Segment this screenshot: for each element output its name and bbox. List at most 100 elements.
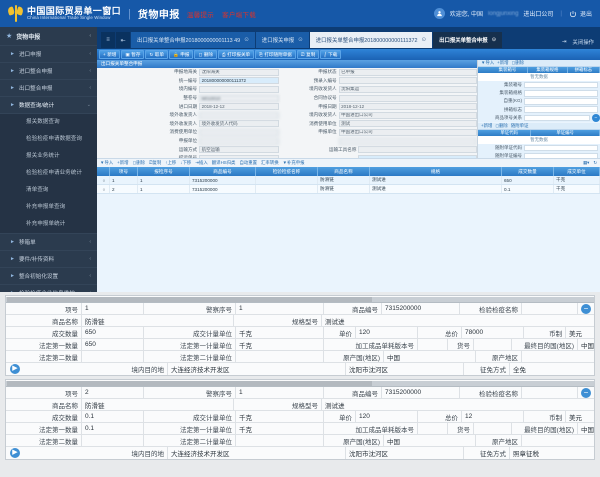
value-goods-no[interactable] — [474, 423, 512, 434]
tab-nav-next-icon[interactable]: ⇥ — [561, 39, 567, 45]
goods-hs-translate-button[interactable]: 翻译HS归类 — [211, 160, 236, 165]
value-duty-mode[interactable]: 照章征税 — [513, 451, 539, 458]
value-spec[interactable]: 测试进 — [325, 402, 345, 410]
value-goods-no[interactable] — [474, 339, 512, 350]
field-value-blank-b[interactable] — [358, 154, 477, 158]
sidebar-subitem-customs-stats[interactable]: 报关业务统计 — [26, 153, 60, 159]
value-hs-code[interactable]: 7315200000 — [382, 303, 460, 314]
goods-import-button[interactable]: ▼导入 — [100, 160, 114, 165]
sidebar-item-import-integrated[interactable]: ► 进口整合申报 ‹ — [0, 62, 97, 79]
field-value-file-no[interactable]: M010010 — [199, 94, 280, 102]
close-icon[interactable]: ⊙ — [421, 37, 427, 43]
sidebar-title[interactable]: ★ 货物申报 ‹ — [0, 27, 97, 45]
sidebar-item-attachments[interactable]: ► 要件/补传资料 ‹ — [0, 250, 97, 267]
detail-collapse-button[interactable]: − — [581, 388, 591, 398]
sidebar-item-transfer-list[interactable]: ► 移箱单 ‹ — [0, 233, 97, 250]
value-unit-price[interactable]: 120 — [356, 411, 418, 422]
row-radio[interactable]: ○ — [97, 185, 110, 193]
value-qty-unit[interactable]: 千克 — [236, 411, 324, 422]
value-legal-unit2[interactable] — [236, 435, 324, 446]
close-icon[interactable]: ⊙ — [244, 37, 249, 43]
container-add-button[interactable]: +新增 — [497, 60, 509, 65]
value-legal-qty1[interactable]: 650 — [82, 339, 144, 350]
toolbar-delete-button[interactable]: ◻ 删除 — [194, 50, 217, 59]
field-value-lcl-flag[interactable] — [524, 106, 598, 113]
value-qty-unit[interactable]: 千克 — [236, 327, 324, 338]
field-value-foreign-consignor[interactable] — [199, 111, 280, 119]
field-value-tare-weight[interactable] — [524, 98, 598, 105]
value-item-no[interactable]: 2 — [82, 387, 144, 398]
field-value-consumer-unit[interactable]: 测试 — [338, 120, 477, 128]
tab-export-integrated-active[interactable]: 出口报关单整合申报 ⊙ — [433, 32, 503, 48]
value-qty[interactable]: 650 — [82, 327, 144, 338]
value-final-dest[interactable]: 中国 — [581, 426, 594, 434]
field-value-declare-status[interactable]: 已申报 — [338, 68, 477, 76]
toolbar-fetch-button[interactable]: ↻ 取单 — [145, 50, 168, 59]
field-value-unified-no[interactable]: 201800000000111372 — [199, 77, 280, 85]
goods-moveup-button[interactable]: ↑上移 — [165, 160, 177, 165]
sidebar-item-enterprise-info[interactable]: ► 检验检疫企业信息维护 ‹ — [0, 284, 97, 292]
field-value-prerecord-no[interactable] — [338, 77, 477, 85]
logout-button[interactable]: 退出 — [569, 9, 592, 18]
toolbar-new-button[interactable]: + 新增 — [99, 50, 121, 59]
field-value-domestic-consignor[interactable]: 沈阳集运 — [338, 85, 477, 93]
sidebar-item-import-declaration[interactable]: ► 进口申报 ‹ — [0, 45, 97, 62]
attachment-add-button[interactable]: +新增 — [481, 122, 493, 128]
toolbar-print-declaration-button[interactable]: ⎙ 打印报关单 — [217, 50, 255, 59]
value-origin-country[interactable]: 中国 — [384, 435, 476, 446]
table-row[interactable]: ○ 1 1 7315200000 防滑链 测试进 650 千克 — [97, 176, 600, 185]
value-total-price[interactable]: 12 — [462, 411, 524, 422]
goods-auto-reset-button[interactable]: 自动重置 — [239, 160, 258, 165]
attachment-delete-button[interactable]: ◻删除 — [495, 122, 508, 128]
field-value-declare-unit2[interactable]: 中国进出口公司 — [338, 128, 477, 136]
tab-import-declaration[interactable]: 进口报关申报 ⊙ — [255, 32, 309, 48]
close-icon[interactable]: ⊙ — [298, 37, 303, 43]
value-final-dest[interactable]: 中国 — [581, 342, 594, 350]
close-icon[interactable]: ⊙ — [491, 37, 497, 43]
value-consumption-ver[interactable] — [418, 339, 448, 350]
value-origin-region[interactable] — [522, 435, 594, 446]
value-legal-qty2[interactable] — [82, 351, 144, 362]
value-legal-qty1[interactable]: 0.1 — [82, 423, 144, 434]
goods-insert-button[interactable]: ⇥插入 — [195, 160, 208, 165]
detail-collapse-button[interactable]: − — [581, 304, 591, 314]
field-value-transport-name[interactable] — [358, 146, 477, 154]
value-inspect-name[interactable] — [522, 387, 578, 398]
toolbar-download-button[interactable]: ⎛ 下载 — [320, 50, 342, 59]
sidebar-subitem-inspection-data-query[interactable]: 检验检疫申请数据查询 — [26, 136, 82, 142]
value-inspect-name[interactable] — [522, 303, 578, 314]
field-value-consumer-unit2[interactable] — [199, 128, 280, 136]
container-collapse-button[interactable]: − — [592, 113, 600, 122]
field-value-blank-a[interactable] — [338, 137, 477, 145]
value-legal-unit1[interactable]: 千克 — [236, 339, 324, 350]
value-total-price[interactable]: 78000 — [462, 327, 524, 338]
tab-nav-prev-icon[interactable]: ⇤ — [116, 32, 130, 48]
value-origin-region[interactable] — [522, 351, 594, 362]
field-value-domestic-consignor2[interactable]: 中国进出口公司 — [338, 111, 477, 119]
goods-copy-button[interactable]: ⎚复制 — [148, 160, 162, 165]
value-currency[interactable]: 美元 — [569, 330, 582, 338]
value-duty-mode[interactable]: 全免 — [513, 367, 526, 374]
value-inspect-seq[interactable]: 1 — [236, 387, 324, 398]
value-qty[interactable]: 0.1 — [82, 411, 144, 422]
field-value-contract-no[interactable] — [338, 94, 477, 102]
value-item-no[interactable]: 1 — [82, 303, 144, 314]
goods-supplement-button[interactable]: ▼补充申报 — [282, 160, 305, 165]
value-legal-unit1[interactable]: 千克 — [236, 423, 324, 434]
field-value-import-date[interactable]: 2018-12-12 — [199, 103, 280, 111]
detail-expand-button[interactable]: ▶ — [10, 364, 20, 374]
tab-import-integrated[interactable]: 进口报关单整合申报201800000000111372 ⊙ — [309, 32, 433, 48]
container-import-button[interactable]: ▼导入 — [481, 60, 495, 65]
sidebar-subitem-customs-data-query[interactable]: 报关数据查询 — [26, 119, 60, 125]
sidebar-item-init-settings[interactable]: ► 整合初始化设置 ‹ — [0, 267, 97, 284]
value-inspect-seq[interactable]: 1 — [236, 303, 324, 314]
value-legal-qty2[interactable] — [82, 435, 144, 446]
field-value-item-relation[interactable] — [524, 114, 590, 122]
sidebar-item-data-query[interactable]: ► 数据查询/统计 ⌄ — [0, 96, 97, 113]
container-delete-button[interactable]: ◻删除 — [511, 60, 524, 65]
toolbar-save-button[interactable]: ▣ 暂存 — [121, 50, 145, 59]
table-row[interactable]: ○ 2 1 7315200000 防滑链 测试进 0.1 千克 — [97, 185, 600, 194]
notice-tip[interactable]: 温馨提示 — [186, 11, 215, 19]
detail-scroll-bar[interactable] — [6, 297, 594, 303]
toolbar-declare-button[interactable]: 🔒 申报 — [169, 50, 194, 59]
